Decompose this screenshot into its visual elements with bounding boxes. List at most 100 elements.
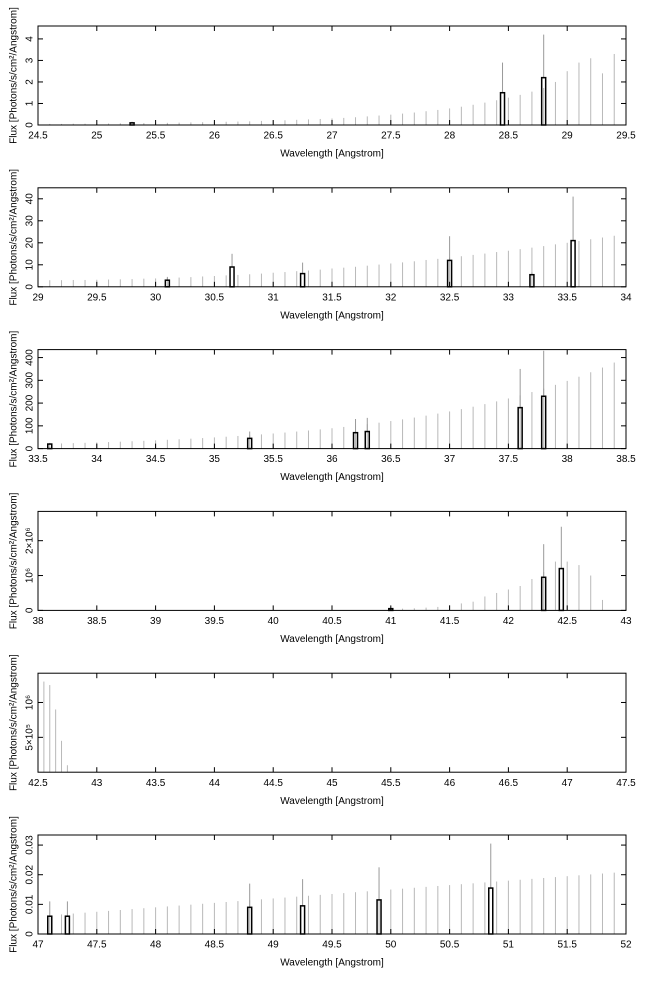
x-tick-label: 49.5 [322,940,342,951]
x-tick-label: 26 [209,131,221,142]
plot-frame [37,510,627,611]
y-axis-label: Flux [Photons/s/cm²/Angstrom] [9,654,20,791]
y-axis-label: Flux [Photons/s/cm²/Angstrom] [9,169,20,306]
x-tick-label: 39.5 [205,616,225,627]
x-tick-label: 27.5 [381,131,401,142]
y-tick-label: 1 [25,100,36,106]
y-tick-label: 2 [25,79,36,85]
x-tick-label: 38 [32,616,44,627]
x-tick-label: 37.5 [499,454,519,465]
y-tick-label: 0 [25,931,36,937]
x-tick-label: 42 [503,616,515,627]
x-tick-label: 34 [91,454,103,465]
y-tick-label: 10⁶ [25,568,36,583]
x-tick-label: 29 [32,292,44,303]
x-tick-label: 32 [385,292,397,303]
bar [229,266,235,288]
x-tick-label: 51 [503,940,515,951]
y-tick-label: 100 [25,417,36,434]
x-tick-label: 36.5 [381,454,401,465]
x-tick-label: 41.5 [440,616,460,627]
x-axis-label: Wavelength [Angstrom] [280,958,384,969]
x-tick-label: 36 [326,454,338,465]
x-tick-label: 44 [209,778,221,789]
x-tick-label: 42.5 [28,778,48,789]
y-axis-label: Flux [Photons/s/cm²/Angstrom] [9,816,20,953]
x-tick-label: 30 [150,292,162,303]
y-tick-label: 10⁶ [25,695,36,710]
y-tick-label: 10 [25,259,36,271]
x-tick-label: 26.5 [263,131,283,142]
y-tick-label: 0 [25,607,36,613]
x-tick-label: 48.5 [205,940,225,951]
y-tick-label: 0 [25,284,36,290]
bar [499,91,506,126]
bar [570,239,576,288]
plot-frame [37,25,627,126]
x-tick-label: 33.5 [28,454,48,465]
x-tick-label: 25.5 [146,131,166,142]
x-tick-label: 51.5 [557,940,577,951]
y-tick-label: 4 [25,36,36,42]
bar [64,915,71,935]
x-tick-label: 46.5 [499,778,519,789]
x-tick-label: 50.5 [440,940,460,951]
x-tick-label: 28.5 [499,131,519,142]
x-tick-label: 50 [385,940,397,951]
y-tick-label: 5×10⁵ [25,724,36,751]
x-tick-label: 34.5 [146,454,166,465]
bar [558,567,565,612]
x-tick-label: 49 [268,940,280,951]
y-tick-label: 2×10⁶ [25,527,36,554]
x-axis-label: Wavelength [Angstrom] [280,634,384,645]
x-tick-label: 38.5 [616,454,636,465]
x-axis-label: Wavelength [Angstrom] [280,472,384,483]
x-tick-label: 29.5 [616,131,636,142]
x-tick-label: 40.5 [322,616,342,627]
x-tick-label: 44.5 [263,778,283,789]
y-tick-label: 0.03 [25,835,36,855]
y-tick-label: 400 [25,349,36,366]
x-tick-label: 37 [444,454,456,465]
bar [299,272,306,288]
x-tick-label: 33 [503,292,515,303]
y-tick-label: 0 [25,122,36,128]
x-tick-label: 47.5 [616,778,636,789]
x-tick-label: 47 [32,940,44,951]
x-tick-label: 43 [91,778,103,789]
bar [488,887,494,935]
y-tick-label: 3 [25,57,36,63]
x-tick-label: 45 [326,778,338,789]
x-tick-label: 48 [150,940,162,951]
y-axis-label: Flux [Photons/s/cm²/Angstrom] [9,331,20,468]
y-tick-label: 0 [25,445,36,451]
x-axis-label: Wavelength [Angstrom] [280,149,384,160]
x-tick-label: 47.5 [87,940,107,951]
bar [299,905,306,935]
y-tick-label: 30 [25,215,36,227]
y-axis-label: Flux [Photons/s/cm²/Angstrom] [9,492,20,629]
x-tick-label: 33.5 [557,292,577,303]
x-tick-label: 31.5 [322,292,342,303]
x-tick-label: 38.5 [87,616,107,627]
y-tick-label: 300 [25,372,36,389]
x-tick-label: 25 [91,131,103,142]
x-tick-label: 35 [209,454,221,465]
x-tick-label: 42.5 [557,616,577,627]
x-tick-label: 41 [385,616,397,627]
x-tick-label: 30.5 [205,292,225,303]
plot-frame [37,672,627,773]
y-tick-label: 20 [25,237,36,249]
x-tick-label: 31 [268,292,280,303]
x-tick-label: 45.5 [381,778,401,789]
x-tick-label: 32.5 [440,292,460,303]
x-tick-label: 43 [620,616,632,627]
x-axis-label: Wavelength [Angstrom] [280,796,384,807]
x-tick-label: 38 [562,454,574,465]
x-tick-label: 52 [620,940,632,951]
x-tick-label: 29 [562,131,574,142]
x-tick-label: 39 [150,616,162,627]
x-tick-label: 40 [268,616,280,627]
